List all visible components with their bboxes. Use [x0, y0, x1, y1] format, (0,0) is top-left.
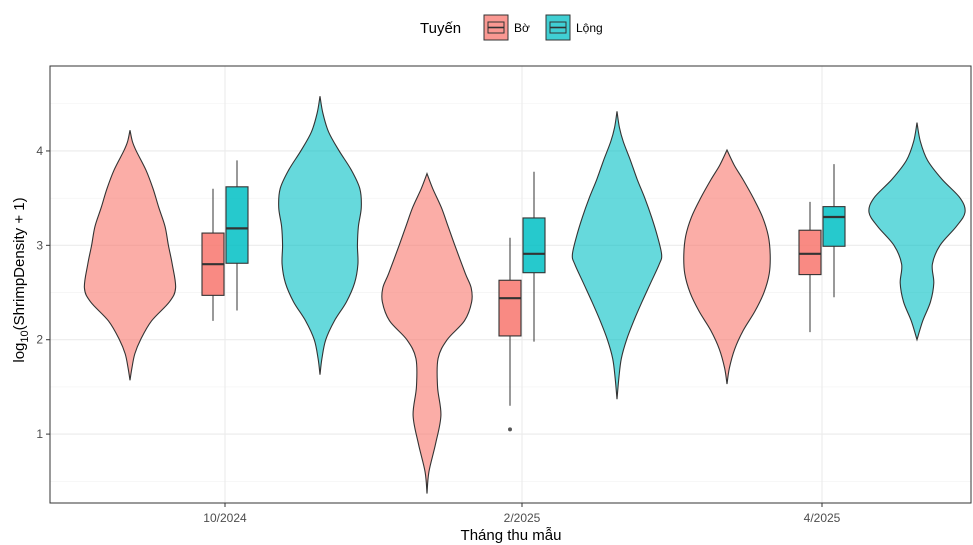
legend-key-bo: Bờ	[483, 14, 530, 41]
box-long-10-2024	[225, 186, 249, 264]
legend-title: Tuyến	[420, 20, 461, 37]
y-tick-label: 4	[36, 144, 43, 158]
y-axis-title: log10(ShrimpDensity + 1)	[11, 197, 31, 362]
plot-border	[49, 65, 972, 504]
violin-long-4-2025	[868, 122, 966, 342]
violin-long-2-2025	[571, 111, 663, 400]
x-tick-label: 4/2025	[804, 511, 841, 525]
violin-bo-4-2025	[683, 148, 771, 385]
legend-label-long: Lộng	[576, 21, 603, 35]
legend: Tuyến Bờ Lộng	[420, 14, 603, 41]
box-bo-2-2025	[498, 279, 522, 337]
y-tick-label: 2	[36, 333, 43, 347]
violin-bo-10-2024	[83, 130, 177, 381]
box-bo-4-2025	[798, 229, 822, 276]
y-tick-label: 1	[36, 427, 43, 441]
x-axis-title: Tháng thu mẫu	[461, 527, 562, 544]
outlier-point	[508, 427, 512, 432]
violin-long-10-2024	[278, 96, 362, 375]
box-long-2-2025	[522, 217, 546, 274]
x-tick-label: 2/2025	[504, 511, 541, 525]
legend-key-long: Lộng	[545, 14, 603, 41]
y-tick-label: 3	[36, 238, 43, 252]
box-long-4-2025	[822, 206, 846, 247]
legend-label-bo: Bờ	[514, 21, 530, 35]
violin-bo-2-2025	[381, 172, 473, 494]
x-tick-label: 10/2024	[203, 511, 247, 525]
